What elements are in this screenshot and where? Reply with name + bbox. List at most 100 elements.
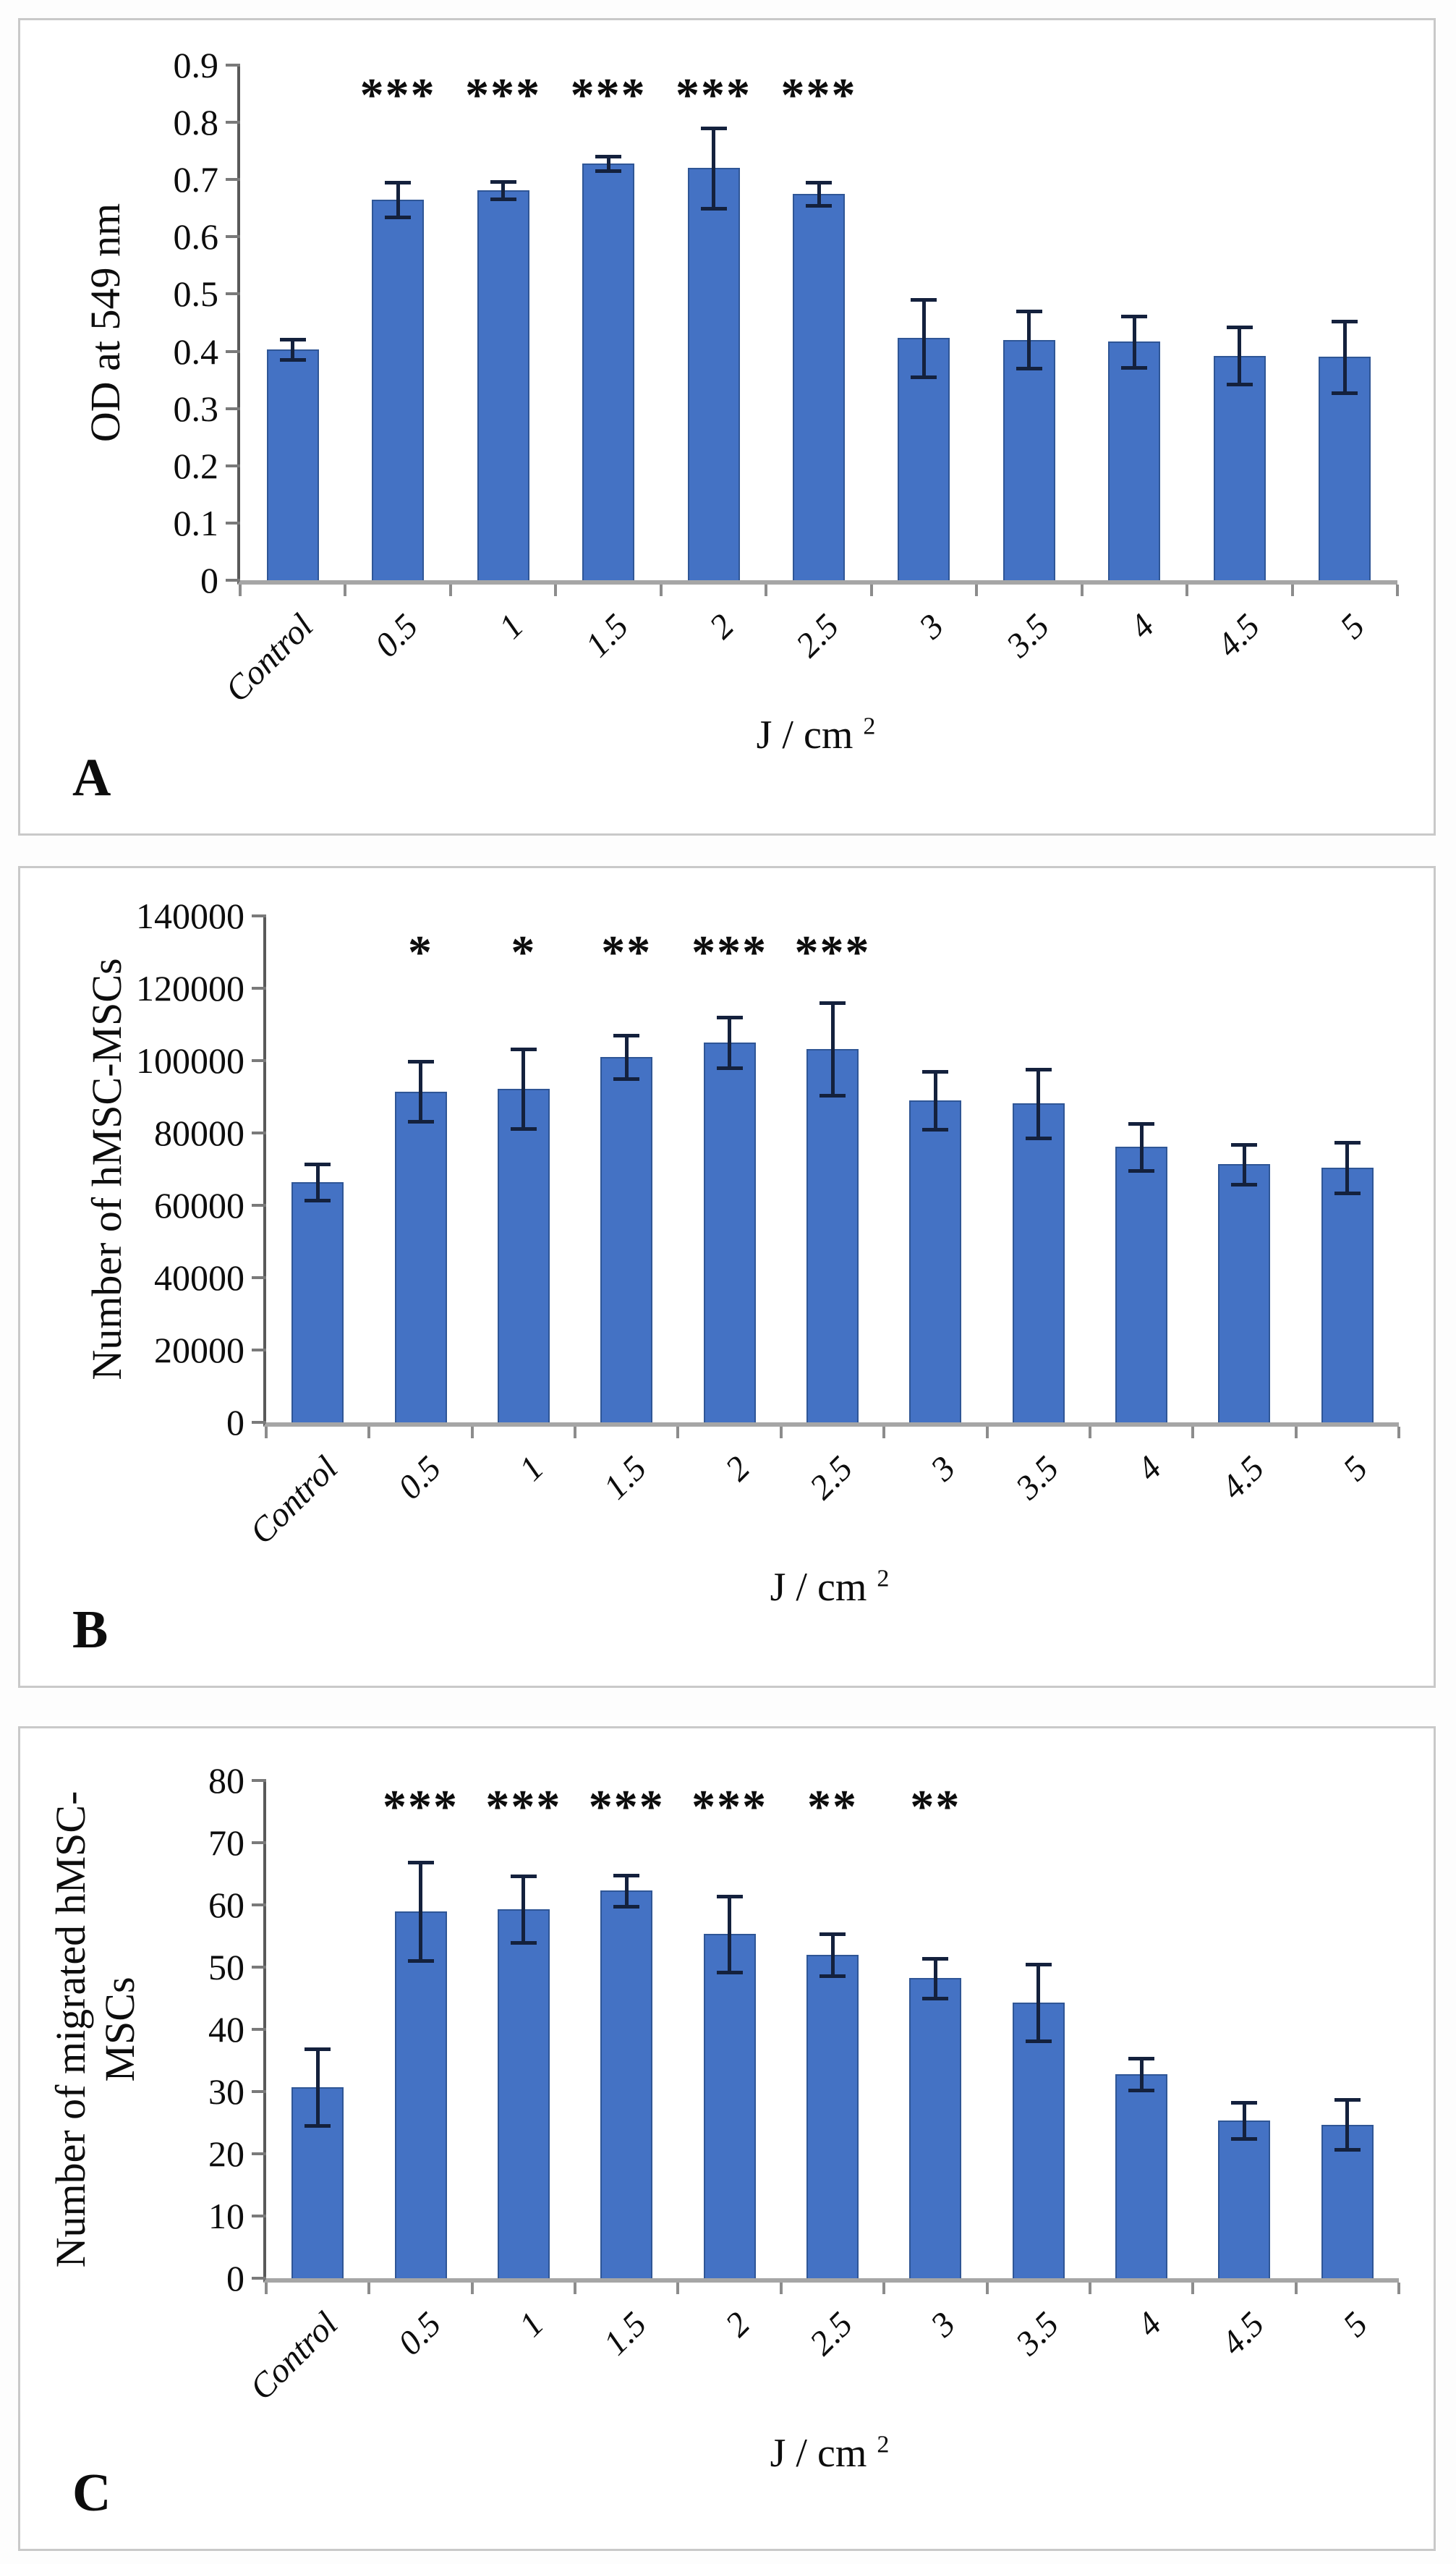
y-tick: [252, 1421, 266, 1424]
error-bar-cap: [1025, 2039, 1052, 2044]
error-bar-cap: [407, 1958, 434, 1963]
x-tick: [676, 2283, 680, 2294]
y-tick-label: 80000: [154, 1113, 244, 1153]
bar: [394, 1091, 447, 1422]
y-tick-label: 0: [226, 2258, 244, 2298]
x-tick: [882, 1427, 886, 1438]
y-tick-label: 80: [208, 1760, 244, 1801]
error-bar-cap: [1231, 2136, 1258, 2141]
error-bar-cap: [1334, 1191, 1361, 1195]
error-bar-line: [1238, 327, 1242, 385]
y-tick-label: 40000: [154, 1257, 244, 1298]
error-bar-cap: [819, 1932, 846, 1936]
error-bar-line: [419, 1061, 423, 1121]
significance-stars: ***: [485, 1780, 562, 1833]
y-tick: [252, 1204, 266, 1207]
error-bar-cap: [407, 1860, 434, 1864]
x-tick: [574, 1427, 577, 1438]
error-bar-cap: [490, 198, 516, 202]
error-bar-cap: [911, 375, 937, 380]
bar: [497, 1909, 550, 2278]
bar: [909, 1100, 962, 1422]
error-bar-line: [1345, 1142, 1350, 1193]
figure-panel-c: Number of migrated hMSC- MSCs 0 10 20 30 40 50…: [18, 1726, 1436, 2551]
error-bar-cap: [279, 358, 306, 362]
bar: [600, 1057, 653, 1422]
error-bar-cap: [510, 1941, 537, 1945]
significance-stars: **: [807, 1780, 858, 1833]
significance-stars: ***: [676, 68, 752, 122]
error-bar-cap: [819, 1001, 846, 1005]
error-bar-line: [1132, 315, 1136, 368]
x-tick: [470, 1427, 474, 1438]
y-tick: [252, 1349, 266, 1351]
significance-stars: ***: [691, 925, 768, 979]
error-bar-cap: [1332, 320, 1358, 324]
error-bar-line: [728, 1017, 732, 1068]
y-tick: [252, 2152, 266, 2155]
y-tick: [252, 1841, 266, 1844]
plot-area: 0 20000 40000 60000 80000 100000 120000 140000 C…: [136, 896, 1400, 1552]
error-bar-line: [396, 182, 400, 217]
error-bar-line: [521, 1048, 526, 1129]
y-tick-label: 30: [208, 2071, 244, 2112]
error-bar-cap: [700, 206, 727, 211]
bar: [372, 199, 425, 580]
y-tick: [226, 349, 240, 353]
x-tick: [448, 585, 452, 596]
y-tick-label: 120000: [136, 968, 244, 1009]
y-tick: [252, 987, 266, 990]
error-bar-line: [830, 1933, 835, 1977]
panel-letter: C: [72, 2463, 111, 2523]
bar: [1012, 2003, 1065, 2278]
significance-stars: ***: [383, 1780, 459, 1833]
y-axis-title: Number of hMSC-MSCs: [83, 958, 130, 1380]
y-tick-label: 60000: [154, 1185, 244, 1226]
error-bar-cap: [716, 1016, 743, 1019]
error-bar-cap: [305, 2124, 331, 2128]
figure-panel-a: OD at 549 nm 0 0.1 0.2 0.3 0.4 0.5 0.6 0.7 0.8 0.…: [18, 18, 1436, 836]
error-bar-cap: [1128, 2056, 1155, 2060]
error-bar-cap: [922, 1997, 949, 2000]
bar: [600, 1890, 653, 2278]
y-tick-label: 10: [208, 2196, 244, 2236]
error-bar-line: [1242, 2102, 1246, 2139]
y-tick: [226, 579, 240, 582]
significance-stars: *: [408, 925, 434, 979]
error-bar-cap: [922, 1070, 949, 1074]
x-tick: [975, 585, 979, 596]
y-tick: [252, 2028, 266, 2031]
error-bar-line: [1036, 1964, 1041, 2042]
x-tick: [1294, 1427, 1298, 1438]
y-tick-label: 0.9: [173, 45, 219, 85]
error-bar-line: [1242, 1144, 1246, 1184]
error-bar-line: [1036, 1069, 1041, 1138]
x-tick: [765, 585, 768, 596]
bar: [703, 1043, 756, 1422]
error-bar-line: [1139, 1123, 1144, 1171]
error-bar-cap: [1025, 1962, 1052, 1966]
x-tick: [985, 1427, 989, 1438]
x-tick: [985, 2283, 989, 2294]
significance-stars: *: [511, 925, 537, 979]
error-bar-line: [830, 1003, 835, 1095]
error-bar-line: [419, 1862, 423, 1961]
y-tick-label: 60: [208, 1885, 244, 1925]
x-tick: [1397, 2283, 1400, 2294]
error-bar-cap: [385, 181, 412, 185]
y-tick: [252, 1132, 266, 1134]
x-tick: [779, 2283, 783, 2294]
y-tick-label: 0.3: [173, 388, 219, 429]
y-tick: [252, 1779, 266, 1782]
y-tick: [252, 2090, 266, 2093]
error-bar-cap: [1121, 365, 1148, 370]
y-tick-label: 40: [208, 2009, 244, 2050]
error-bar-line: [921, 299, 926, 378]
error-bar-cap: [1016, 367, 1042, 371]
bar: [1321, 1167, 1374, 1422]
bar: [1321, 2124, 1374, 2278]
x-tick: [882, 2283, 886, 2294]
error-bar-cap: [911, 297, 937, 302]
error-bar-cap: [716, 1066, 743, 1070]
y-tick-label: 20: [208, 2134, 244, 2174]
